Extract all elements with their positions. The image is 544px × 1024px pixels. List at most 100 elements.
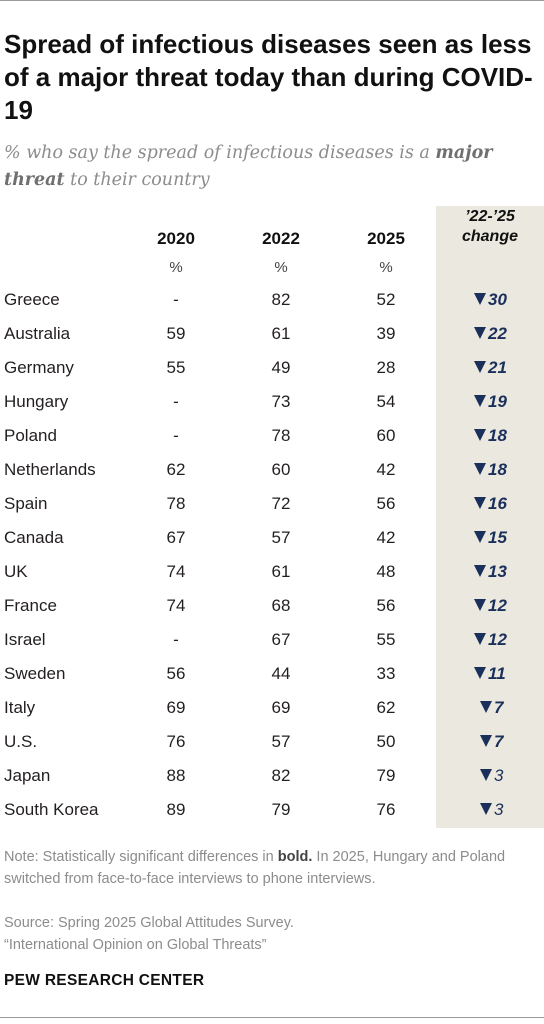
- bottom-rule: [0, 1017, 544, 1018]
- unit-label-2022: %: [274, 259, 288, 276]
- value-cell-2022: 79: [271, 800, 291, 819]
- value-cell-2025: 42: [376, 528, 396, 547]
- note-bold: bold.: [277, 849, 313, 865]
- value-cell-2025: 39: [376, 324, 396, 343]
- source-text: Source: Spring 2025 Global Attitudes Sur…: [4, 915, 294, 931]
- country-label: France: [4, 596, 57, 615]
- change-value: 15: [488, 528, 507, 547]
- down-triangle-icon: [474, 361, 486, 373]
- table-row: Spain 78 72 56 16: [0, 487, 544, 521]
- down-triangle-icon: [474, 327, 486, 339]
- country-label: Greece: [4, 290, 60, 309]
- value-cell-2020: 78: [166, 494, 186, 513]
- column-header-2025: 2025: [367, 229, 405, 248]
- value-cell-2025: 50: [376, 732, 396, 751]
- change-value: 7: [494, 698, 504, 717]
- unit-label-2020: %: [169, 259, 183, 276]
- brand-logo-text: PEW RESEARCH CENTER: [4, 972, 205, 989]
- change-value: 3: [494, 800, 504, 819]
- country-label: Netherlands: [4, 460, 96, 479]
- down-triangle-icon: [480, 769, 492, 781]
- change-value: 12: [488, 596, 507, 615]
- chart-note: Note: Statistically significant differen…: [4, 846, 540, 890]
- chart-subtitle: % who say the spread of infectious disea…: [4, 140, 540, 194]
- table-row: Israel - 67 55 12: [0, 623, 544, 657]
- table-row: Australia 59 61 39 22: [0, 317, 544, 351]
- value-cell-2025: 28: [376, 358, 396, 377]
- down-triangle-icon: [474, 293, 486, 305]
- change-value: 19: [488, 392, 507, 411]
- down-triangle-icon: [474, 565, 486, 577]
- value-cell-2020: 69: [166, 698, 186, 717]
- note-part2: In 2025, Hungary and Poland switched fro…: [4, 849, 506, 887]
- value-cell-2020: 56: [166, 664, 186, 683]
- change-column-header: ’22-’25 change: [436, 207, 544, 247]
- country-label: Hungary: [4, 392, 69, 411]
- value-cell-2020: 88: [166, 766, 186, 785]
- chart-title: Spread of infectious diseases seen as le…: [4, 29, 533, 125]
- value-cell-2022: 49: [271, 358, 291, 377]
- value-cell-2025: 62: [376, 698, 396, 717]
- note-part1: Note: Statistically significant differen…: [4, 849, 278, 865]
- value-cell-2020: -: [173, 290, 179, 309]
- table-row: UK 74 61 48 13: [0, 555, 544, 589]
- value-cell-2020: 76: [166, 732, 186, 751]
- country-label: Poland: [4, 426, 57, 445]
- value-cell-2022: 67: [271, 630, 291, 649]
- change-header-line2: change: [461, 228, 518, 245]
- country-label: Japan: [4, 766, 51, 785]
- unit-label-2025: %: [379, 259, 393, 276]
- value-cell-2020: 59: [166, 324, 186, 343]
- value-cell-2025: 56: [376, 596, 396, 615]
- column-header-2022: 2022: [262, 229, 300, 248]
- subtitle-emphasis: major threat: [4, 143, 493, 190]
- value-cell-2025: 79: [376, 766, 396, 785]
- value-cell-2025: 42: [376, 460, 396, 479]
- country-label: Australia: [4, 324, 71, 343]
- column-header-2020: 2020: [157, 229, 195, 248]
- value-cell-2025: 76: [376, 800, 396, 819]
- table-row: U.S. 76 57 50 7: [0, 725, 544, 759]
- table-row: Netherlands 62 60 42 18: [0, 453, 544, 487]
- change-value: 13: [488, 562, 507, 581]
- value-cell-2022: 69: [271, 698, 291, 717]
- down-triangle-icon: [474, 497, 486, 509]
- change-value: 18: [488, 460, 507, 479]
- change-header-line1: ’22-’25: [465, 208, 515, 225]
- value-cell-2020: -: [173, 426, 179, 445]
- value-cell-2022: 60: [271, 460, 291, 479]
- value-cell-2022: 57: [271, 732, 291, 751]
- country-label: South Korea: [4, 800, 99, 819]
- value-cell-2022: 68: [271, 596, 291, 615]
- change-value: 18: [488, 426, 507, 445]
- country-label: U.S.: [4, 732, 38, 751]
- value-cell-2020: 62: [166, 460, 186, 479]
- change-value: 30: [488, 290, 507, 309]
- down-triangle-icon: [480, 803, 492, 815]
- change-value: 11: [488, 664, 506, 683]
- value-cell-2022: 82: [271, 766, 291, 785]
- change-value: 21: [488, 358, 507, 377]
- value-cell-2025: 33: [376, 664, 396, 683]
- value-cell-2020: 55: [166, 358, 186, 377]
- value-cell-2022: 73: [271, 392, 291, 411]
- down-triangle-icon: [474, 463, 486, 475]
- subtitle-part2: to their country: [64, 170, 210, 190]
- value-cell-2020: 74: [166, 596, 186, 615]
- report-title: “International Opinion on Global Threats…: [4, 937, 267, 953]
- value-cell-2020: 89: [166, 800, 186, 819]
- table-row: Japan 88 82 79 3: [0, 759, 544, 793]
- value-cell-2025: 55: [376, 630, 396, 649]
- value-cell-2022: 72: [271, 494, 291, 513]
- down-triangle-icon: [480, 701, 492, 713]
- table-row: Greece - 82 52 30: [0, 283, 544, 317]
- change-value: 16: [488, 494, 507, 513]
- value-cell-2022: 61: [271, 324, 291, 343]
- value-cell-2025: 48: [376, 562, 396, 581]
- top-rule: [0, 0, 544, 1]
- table-row: Canada 67 57 42 15: [0, 521, 544, 555]
- down-triangle-icon: [474, 633, 486, 645]
- value-cell-2020: -: [173, 392, 179, 411]
- down-triangle-icon: [480, 735, 492, 747]
- table-row: South Korea 89 79 76 3: [0, 793, 544, 827]
